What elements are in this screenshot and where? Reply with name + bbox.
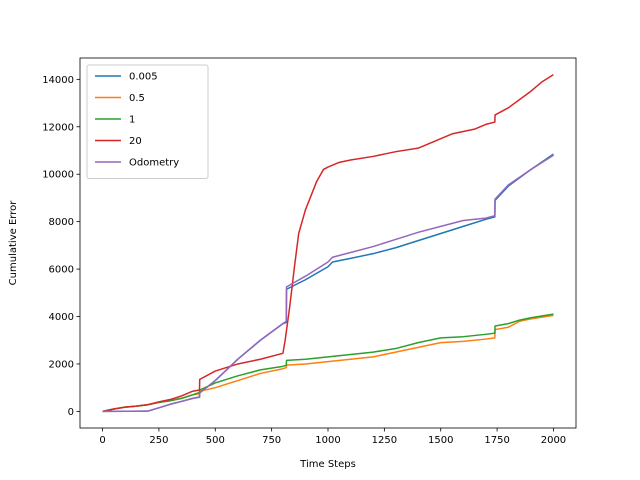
series-line-3: [102, 73, 554, 413]
x-tick-label: 1750: [484, 435, 509, 446]
x-axis-label: Time Steps: [299, 459, 356, 470]
series-line-4: [102, 154, 554, 413]
y-axis-label: Cumulative Error: [8, 200, 19, 286]
y-axis: 0 2000 4000 6000 8000 10000 12000 14000: [42, 75, 80, 418]
legend-label-4: Odometry: [129, 158, 179, 169]
legend-label-1: 0.5: [129, 93, 145, 104]
series-layer: [102, 73, 554, 413]
x-tick-label: 500: [206, 435, 225, 446]
y-tick-label: 12000: [42, 122, 74, 133]
y-tick-label: 4000: [49, 312, 74, 323]
legend-label-0: 0.005: [129, 72, 158, 83]
y-tick-label: 10000: [42, 170, 74, 181]
y-tick-label: 2000: [49, 359, 74, 370]
legend-box: [86, 64, 209, 179]
legend: 0.005 0.5 1 20 Odometry: [86, 64, 209, 179]
x-tick-label: 2000: [541, 435, 566, 446]
x-tick-label: 750: [262, 435, 281, 446]
x-tick-label: 0: [99, 435, 105, 446]
x-tick-label: 1250: [372, 435, 397, 446]
y-tick-label: 6000: [49, 265, 74, 276]
x-tick-label: 1500: [428, 435, 453, 446]
y-tick-label: 14000: [42, 75, 74, 86]
y-tick-label: 0: [68, 407, 74, 418]
legend-label-3: 20: [129, 136, 142, 147]
x-axis: 0 250 500 750 1000 1250 1500 1750 2000: [99, 428, 566, 446]
y-tick-label: 8000: [49, 217, 74, 228]
x-tick-label: 1000: [315, 435, 340, 446]
x-tick-label: 250: [149, 435, 168, 446]
legend-label-2: 1: [129, 115, 135, 126]
